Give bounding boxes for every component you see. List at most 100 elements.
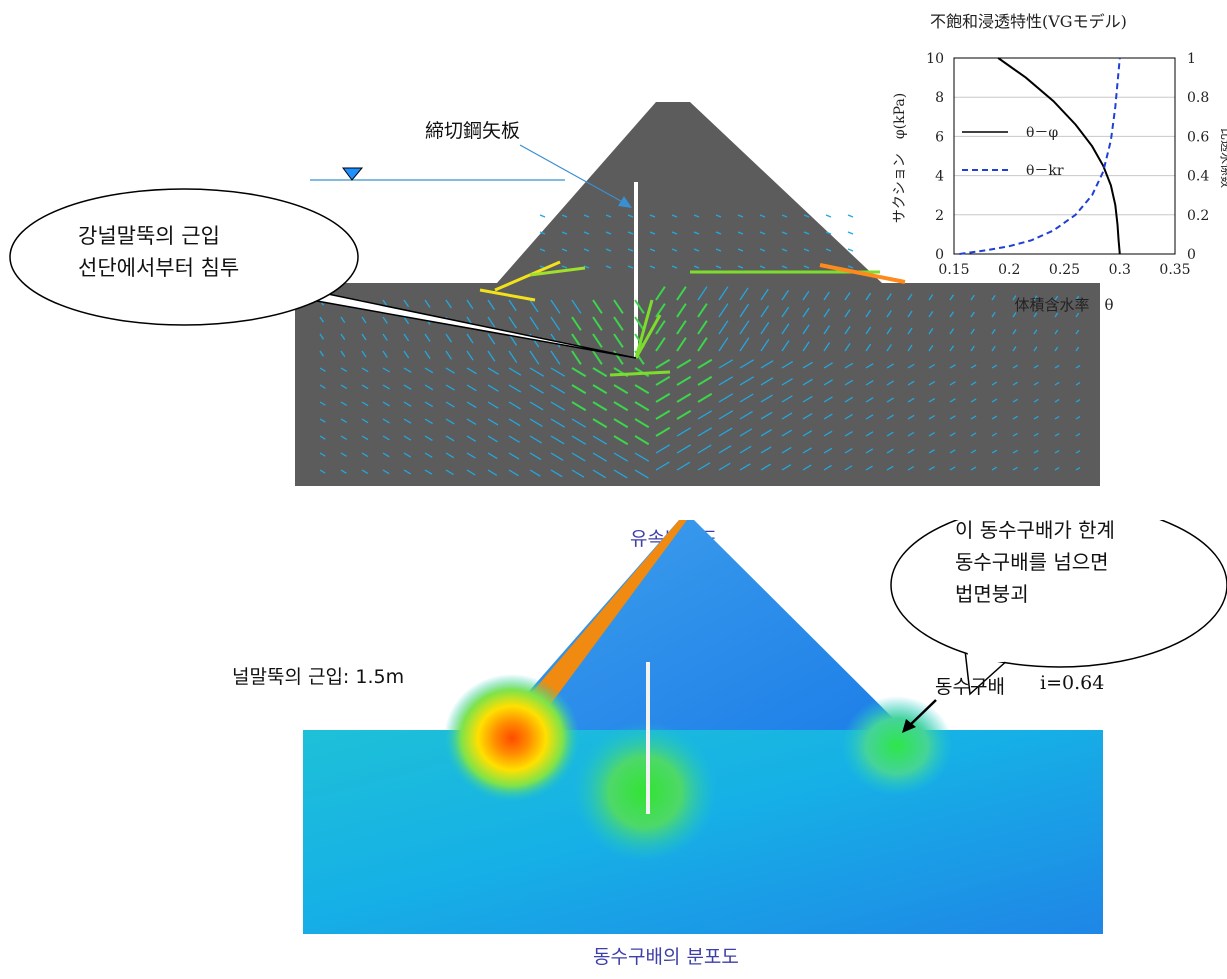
flow-vector xyxy=(865,309,872,318)
flow-vector xyxy=(613,299,624,314)
flow-vector xyxy=(718,359,734,369)
flow-vector xyxy=(907,448,915,454)
flow-vector xyxy=(550,367,566,377)
flow-vector xyxy=(718,445,732,454)
flow-vector xyxy=(739,410,753,420)
flow-vector xyxy=(676,286,687,301)
flow-vector xyxy=(823,464,832,471)
flow-vector xyxy=(466,299,474,310)
y-tick-label: 6 xyxy=(935,129,944,145)
flow-vector xyxy=(865,414,874,420)
flow-vector xyxy=(382,469,390,475)
flow-vector xyxy=(823,447,833,454)
flow-vector xyxy=(697,358,713,369)
flow-vector xyxy=(1054,432,1060,437)
speech-bubble-right xyxy=(890,520,1227,668)
flow-vector xyxy=(561,248,568,252)
flow-vector xyxy=(697,303,708,318)
gradient-distribution-diagram xyxy=(303,520,1227,934)
flow-vector xyxy=(1033,466,1039,471)
flow-vector xyxy=(1054,449,1060,454)
flow-vector xyxy=(970,381,977,386)
flow-vector xyxy=(693,214,700,218)
flow-vector xyxy=(802,430,813,437)
flow-vector xyxy=(847,231,854,235)
flow-vector xyxy=(466,367,477,375)
flow-vector xyxy=(781,395,793,403)
flow-vector xyxy=(737,231,744,235)
flow-vector xyxy=(739,445,752,454)
flow-vector xyxy=(466,401,477,409)
flow-vector xyxy=(823,430,833,437)
flow-vector xyxy=(697,462,711,471)
flow-vector xyxy=(1054,466,1060,471)
flow-vector-diagram xyxy=(9,102,1100,486)
flow-vector xyxy=(697,337,708,352)
flow-vector xyxy=(508,418,521,427)
flow-vector xyxy=(634,299,645,314)
flow-vector xyxy=(609,370,671,377)
flow-vector xyxy=(928,415,936,420)
flow-vector xyxy=(865,397,874,403)
flow-vector xyxy=(671,248,678,252)
bubble-text-line2: 선단에서부터 침투 xyxy=(78,256,240,280)
flow-vector xyxy=(970,294,975,301)
flow-vector xyxy=(803,265,810,269)
flow-vector xyxy=(1012,449,1018,454)
flow-vector xyxy=(760,377,774,386)
sheet-pile-label: 締切鋼矢板 xyxy=(425,120,521,142)
flow-vector xyxy=(340,435,347,440)
flow-vector xyxy=(1054,415,1060,420)
flow-vector xyxy=(823,362,833,369)
flow-vector xyxy=(970,311,975,318)
flow-vector xyxy=(865,343,872,352)
flow-vector xyxy=(991,398,998,403)
flow-vector xyxy=(803,248,810,252)
flow-vector xyxy=(361,367,369,373)
flow-vector xyxy=(529,316,539,331)
flow-vector xyxy=(466,384,477,392)
flow-vector xyxy=(445,401,455,408)
flow-vector xyxy=(844,413,853,420)
flow-vector xyxy=(759,265,766,269)
flow-vector xyxy=(928,363,936,369)
flow-vector xyxy=(403,316,410,325)
flow-vector xyxy=(634,469,649,479)
flow-vector xyxy=(466,333,474,344)
flow-vector xyxy=(781,265,788,269)
flow-vector xyxy=(802,378,813,386)
flow-vector xyxy=(970,364,977,369)
flow-vector xyxy=(737,214,744,218)
flow-vector xyxy=(424,469,433,475)
gradient-arrow-head xyxy=(902,719,916,733)
flow-vector xyxy=(382,435,390,441)
flow-vector xyxy=(886,448,894,454)
flow-vector xyxy=(613,435,629,446)
flow-vector xyxy=(361,350,367,358)
flow-vector xyxy=(550,316,561,331)
flow-vector xyxy=(886,380,895,386)
flow-vector xyxy=(424,367,434,374)
flow-vector xyxy=(445,350,453,360)
flow-vector xyxy=(634,316,645,331)
flow-vector xyxy=(928,466,935,471)
flow-vector xyxy=(382,333,388,341)
flow-vector xyxy=(487,316,496,328)
flow-vector xyxy=(361,384,369,390)
flow-vector xyxy=(671,231,678,235)
flow-vector xyxy=(382,401,390,407)
flow-vector xyxy=(970,432,977,437)
flow-vector xyxy=(991,345,996,352)
flow-vector xyxy=(487,333,496,345)
flow-vector xyxy=(403,384,412,390)
gradient-label: 동수구배 xyxy=(935,676,1005,698)
flow-vector xyxy=(605,265,612,269)
flow-vector xyxy=(424,418,433,425)
flow-vector xyxy=(592,350,603,365)
flow-vector xyxy=(529,266,586,277)
flow-vector xyxy=(487,350,496,362)
flow-vector xyxy=(403,333,410,342)
flow-vector xyxy=(340,350,346,357)
flow-vector xyxy=(613,469,628,479)
flow-vector xyxy=(760,429,773,437)
